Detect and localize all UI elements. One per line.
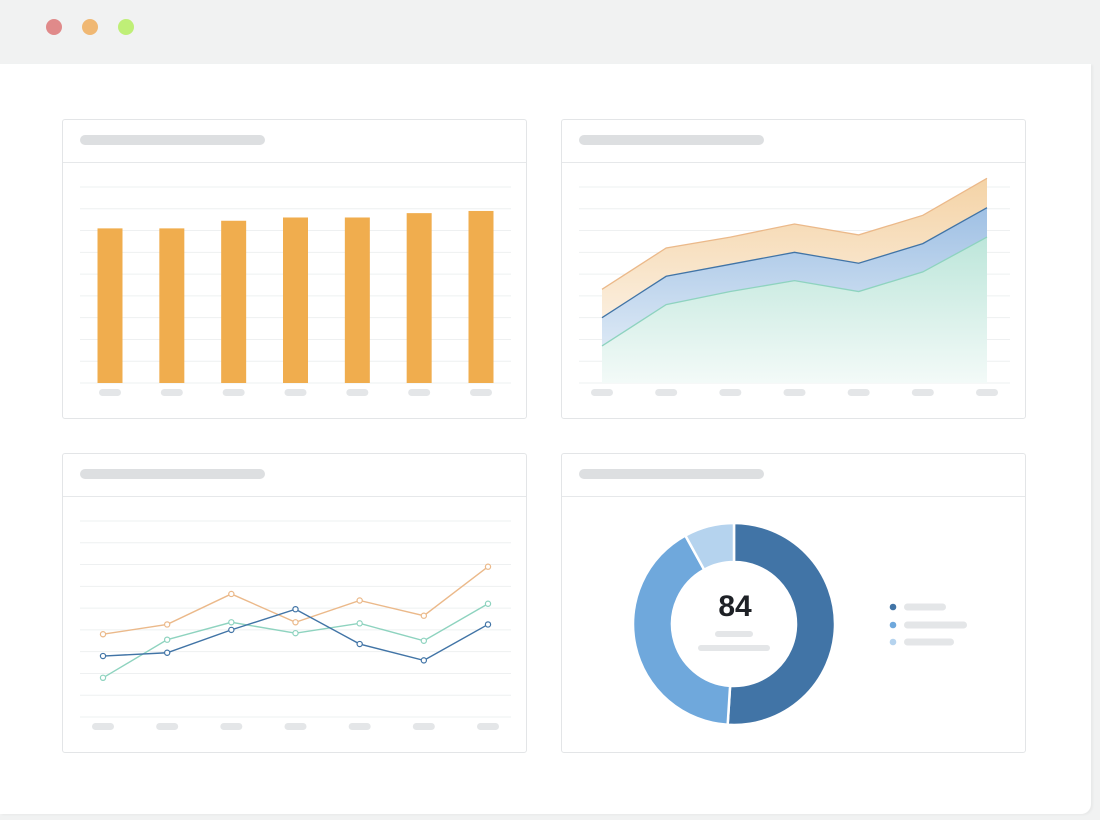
x-tick-label-placeholder xyxy=(160,389,183,396)
legend-label-placeholder xyxy=(904,603,946,611)
bar xyxy=(159,228,185,383)
line-series-1-point xyxy=(484,563,492,570)
area-series-1-line xyxy=(601,236,988,347)
x-tick-label-placeholder xyxy=(284,389,307,396)
legend-marker xyxy=(889,638,897,646)
x-tick-label-placeholder xyxy=(220,723,243,730)
bar-chart-card xyxy=(62,119,527,419)
legend-label-placeholder xyxy=(904,621,967,629)
donut-center-sublabel-placeholder xyxy=(698,645,770,651)
line-chart-title-placeholder xyxy=(80,469,265,479)
donut-chart-card-header xyxy=(562,454,1025,497)
x-tick-label-placeholder xyxy=(719,389,742,396)
line-series-2-point xyxy=(420,637,428,644)
line-series-2-point xyxy=(484,600,492,607)
dashboard-window: 84 xyxy=(0,64,1091,814)
bar xyxy=(97,228,123,383)
donut-slice xyxy=(631,533,732,727)
x-tick-label-placeholder xyxy=(847,389,870,396)
donut-slice xyxy=(683,521,736,572)
donut-center-label-placeholder xyxy=(715,631,753,637)
area-series-3-line xyxy=(601,177,988,290)
donut-slice xyxy=(726,521,837,727)
legend-label-placeholder xyxy=(904,638,954,646)
bar xyxy=(344,217,370,383)
line-series-1-point xyxy=(99,631,107,638)
donut-center-value: 84 xyxy=(718,590,752,623)
x-tick-label-placeholder xyxy=(222,389,245,396)
x-tick-label-placeholder xyxy=(346,389,369,396)
area-series-3-fill xyxy=(602,178,987,318)
maximize-window-button[interactable] xyxy=(118,19,134,35)
line-chart xyxy=(80,520,511,730)
line-series-3-point xyxy=(292,605,299,613)
line-series-3-point xyxy=(163,649,171,656)
donut-chart-title-placeholder xyxy=(579,469,764,479)
line-series-2-point xyxy=(292,629,299,637)
line-series-2-point xyxy=(356,620,363,627)
x-tick-label-placeholder xyxy=(911,389,934,396)
bar-chart-title-placeholder xyxy=(80,135,265,145)
line-series-1-point xyxy=(228,590,235,598)
line-series-3-point xyxy=(356,640,363,648)
bar xyxy=(283,217,308,383)
donut-chart-card: 84 xyxy=(561,453,1026,753)
donut-chart xyxy=(631,521,967,727)
line-series-2-point xyxy=(163,636,171,643)
area-series-2-line xyxy=(601,207,988,319)
legend-marker xyxy=(889,603,897,611)
legend-marker xyxy=(889,621,897,629)
x-tick-label-placeholder xyxy=(783,389,806,396)
area-chart-title-placeholder xyxy=(579,135,764,145)
x-tick-label-placeholder xyxy=(591,389,613,396)
line-chart-card xyxy=(62,453,527,753)
bar xyxy=(406,213,432,383)
close-window-button[interactable] xyxy=(46,19,62,35)
minimize-window-button[interactable] xyxy=(82,19,98,35)
area-chart-card-header xyxy=(562,120,1025,163)
line-series-1-point xyxy=(356,597,363,604)
x-tick-label-placeholder xyxy=(408,389,431,396)
bar-chart xyxy=(80,186,511,396)
line-series-2 xyxy=(102,603,489,679)
area-series-2-fill xyxy=(602,207,987,346)
area-series-1-fill xyxy=(602,237,987,383)
line-series-2-point xyxy=(228,619,235,626)
bar-chart-card-header xyxy=(63,120,526,163)
area-chart xyxy=(579,177,1010,396)
x-tick-label-placeholder xyxy=(156,723,179,730)
x-tick-label-placeholder xyxy=(99,389,121,396)
x-tick-label-placeholder xyxy=(470,389,492,396)
x-tick-label-placeholder xyxy=(412,723,435,730)
x-tick-label-placeholder xyxy=(655,389,678,396)
line-chart-card-header xyxy=(63,454,526,497)
x-tick-label-placeholder xyxy=(348,723,371,730)
line-series-3-point xyxy=(484,621,492,628)
window-titlebar xyxy=(0,0,1100,64)
bar xyxy=(468,210,494,383)
line-series-1-point xyxy=(163,621,171,628)
line-series-1-point xyxy=(420,612,428,619)
line-series-1-point xyxy=(292,619,299,626)
x-tick-label-placeholder xyxy=(477,723,499,730)
line-series-2-point xyxy=(99,674,107,681)
area-chart-card xyxy=(561,119,1026,419)
bar xyxy=(221,220,247,383)
line-series-3-point xyxy=(228,626,235,634)
x-tick-label-placeholder xyxy=(92,723,114,730)
x-tick-label-placeholder xyxy=(284,723,307,730)
line-series-3-point xyxy=(420,657,428,664)
x-tick-label-placeholder xyxy=(976,389,998,396)
line-series-3-point xyxy=(99,652,107,660)
